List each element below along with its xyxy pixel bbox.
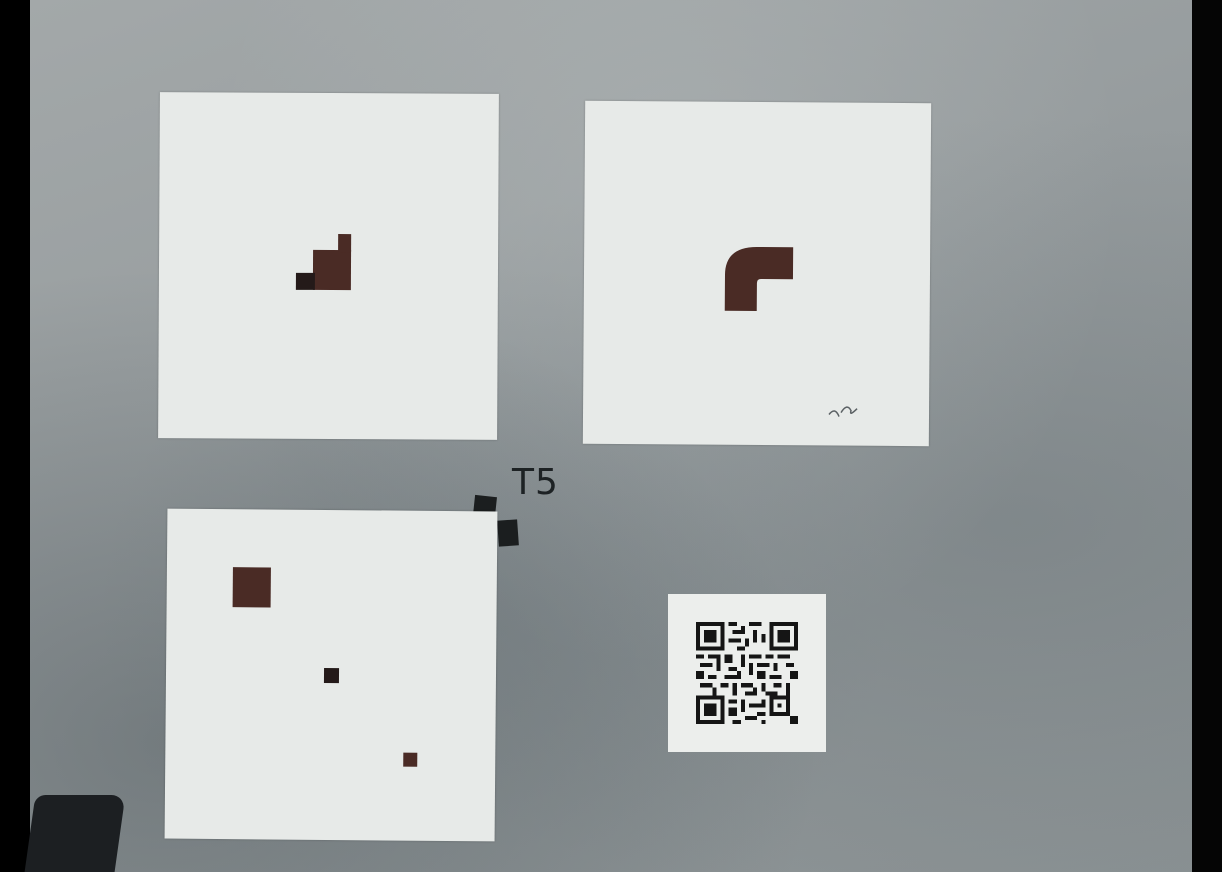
pen-scribble (828, 406, 858, 417)
right-border (1192, 0, 1222, 872)
card-top-right (582, 100, 932, 447)
tape-piece-2 (497, 519, 519, 547)
marker-step-top (338, 234, 352, 253)
marker-square-small (323, 667, 340, 684)
marker-elbow (724, 247, 794, 311)
handwritten-label: T5 (512, 462, 559, 503)
card-bottom-left (164, 508, 498, 842)
marker-step-large (312, 249, 352, 291)
marker-step-left (295, 272, 315, 290)
qr-card (668, 594, 826, 752)
qr-code-icon (696, 622, 798, 724)
marker-square-tiny (403, 752, 418, 767)
card-top-left (158, 92, 499, 440)
dark-object-corner (24, 795, 126, 872)
marker-square-large (232, 567, 271, 608)
